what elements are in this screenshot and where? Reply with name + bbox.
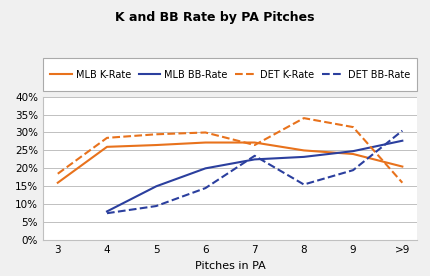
Line: MLB BB-Rate: MLB BB-Rate: [107, 141, 402, 211]
DET BB-Rate: [350, 168, 356, 172]
DET BB-Rate: [301, 183, 307, 186]
MLB BB-Rate: [154, 185, 159, 188]
DET BB-Rate: [252, 154, 257, 157]
Line: DET BB-Rate: DET BB-Rate: [107, 131, 402, 213]
MLB K-Rate: [154, 143, 159, 147]
Line: MLB K-Rate: MLB K-Rate: [58, 142, 402, 183]
DET K-Rate: [154, 133, 159, 136]
Line: DET K-Rate: DET K-Rate: [58, 118, 402, 183]
Text: K and BB Rate by PA Pitches: K and BB Rate by PA Pitches: [115, 11, 315, 24]
MLB K-Rate: [350, 152, 356, 156]
X-axis label: Pitches in PA: Pitches in PA: [195, 261, 265, 270]
MLB BB-Rate: [350, 150, 356, 153]
MLB K-Rate: [55, 181, 60, 184]
MLB BB-Rate: [203, 167, 208, 170]
DET K-Rate: [350, 125, 356, 129]
MLB BB-Rate: [301, 155, 307, 158]
DET BB-Rate: [104, 211, 110, 215]
DET K-Rate: [104, 136, 110, 139]
DET K-Rate: [203, 131, 208, 134]
DET K-Rate: [55, 172, 60, 176]
FancyBboxPatch shape: [43, 58, 417, 91]
MLB K-Rate: [104, 145, 110, 148]
MLB K-Rate: [400, 165, 405, 168]
MLB BB-Rate: [400, 139, 405, 142]
DET BB-Rate: [203, 187, 208, 190]
DET K-Rate: [252, 143, 257, 147]
MLB K-Rate: [252, 141, 257, 144]
DET K-Rate: [400, 181, 405, 184]
DET K-Rate: [301, 116, 307, 120]
MLB K-Rate: [301, 149, 307, 152]
MLB K-Rate: [203, 141, 208, 144]
Legend: MLB K-Rate, MLB BB-Rate, DET K-Rate, DET BB-Rate: MLB K-Rate, MLB BB-Rate, DET K-Rate, DET…: [46, 66, 414, 83]
DET BB-Rate: [154, 204, 159, 208]
MLB BB-Rate: [252, 158, 257, 161]
MLB BB-Rate: [104, 210, 110, 213]
DET BB-Rate: [400, 129, 405, 132]
